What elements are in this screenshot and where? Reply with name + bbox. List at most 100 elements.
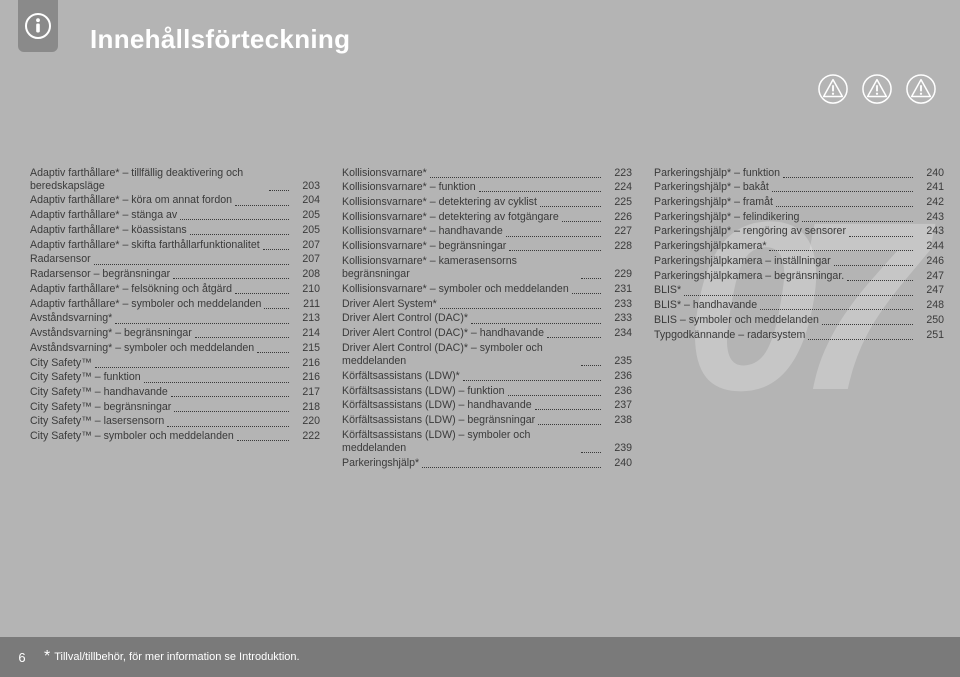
toc-entry: Adaptiv farthållare* – stänga av 205 [30, 209, 320, 222]
toc-entry-label: Kollisionsvarnare* – begränsningar [342, 240, 506, 253]
page-title: Innehållsförteckning [90, 24, 946, 55]
toc-entry-leader [547, 337, 601, 338]
toc-entry-label: Körfältsassistans (LDW) – begränsningar [342, 414, 535, 427]
toc-entry-page: 240 [604, 457, 632, 470]
toc-entry-leader [171, 396, 289, 397]
toc-entry-label: BLIS* – handhavande [654, 299, 757, 312]
toc-entry: Adaptiv farthållare* – köassistans205 [30, 224, 320, 237]
toc-entry: Avståndsvarning* 213 [30, 312, 320, 325]
toc-entry-leader [834, 265, 913, 266]
toc-entry-leader [195, 337, 289, 338]
toc-entry-leader [471, 323, 601, 324]
toc-entry-label: BLIS* [654, 284, 681, 297]
toc-entry-label: Driver Alert System* [342, 298, 437, 311]
toc-entry-label: Kollisionsvarnare* – symboler och meddel… [342, 283, 569, 296]
toc-entry-leader [508, 395, 602, 396]
toc-entry-label: Kollisionsvarnare* [342, 167, 427, 180]
toc-entry: Kollisionsvarnare* – kamerasensorns begr… [342, 255, 632, 281]
toc-entry-label: Körfältsassistans (LDW)* [342, 370, 460, 383]
toc-entry-page: 237 [604, 399, 632, 412]
toc-entry-page: 215 [292, 342, 320, 355]
toc-entry-leader [572, 293, 601, 294]
toc-entry-label: City Safety™ – lasersensorn [30, 415, 164, 428]
toc-entry-page: 222 [292, 430, 320, 443]
toc-entry-leader [173, 278, 289, 279]
toc-entry-page: 244 [916, 240, 944, 253]
toc-entry-page: 234 [604, 327, 632, 340]
toc-entry-label: Adaptiv farthållare* – skifta farthållar… [30, 239, 260, 252]
toc-entry: Parkeringshjälp* – felindikering243 [654, 211, 944, 224]
toc-entry-page: 211 [292, 298, 320, 311]
toc-entry-label: Driver Alert Control (DAC)* [342, 312, 468, 325]
toc-entry: Kollisionsvarnare* – begränsningar 228 [342, 240, 632, 253]
toc-entry-leader [190, 234, 289, 235]
toc-entry-page: 250 [916, 314, 944, 327]
toc-entry-page: 205 [292, 209, 320, 222]
toc-entry-page: 247 [916, 284, 944, 297]
toc-entry-label: Parkeringshjälp* [342, 457, 419, 470]
toc-entry: Adaptiv farthållare* – symboler och medd… [30, 298, 320, 311]
toc-entry: Driver Alert System* 233 [342, 298, 632, 311]
toc-entry-label: Adaptiv farthållare* – köassistans [30, 224, 187, 237]
toc-column-1: Adaptiv farthållare* – tillfällig deakti… [30, 165, 320, 471]
toc-entry-leader [538, 424, 601, 425]
toc-entry-leader [581, 452, 601, 453]
toc-columns: Adaptiv farthållare* – tillfällig deakti… [30, 165, 946, 471]
toc-entry-leader [94, 264, 289, 265]
toc-entry: Parkeringshjälp* – bakåt241 [654, 181, 944, 194]
toc-entry-leader [430, 177, 601, 178]
toc-entry: City Safety™ – funktion216 [30, 371, 320, 384]
footnote-asterisk: * [44, 648, 50, 666]
toc-entry-page: 247 [916, 270, 944, 283]
toc-entry-label: Radarsensor [30, 253, 91, 266]
toc-entry: Avståndsvarning* – symboler och meddelan… [30, 342, 320, 355]
toc-entry: City Safety™ – begränsningar218 [30, 401, 320, 414]
page-content: Innehållsförteckning Adaptiv farthållare… [30, 24, 946, 471]
toc-entry-label: City Safety™ [30, 357, 92, 370]
toc-entry-label: Körfältsassistans (LDW) – symboler och m… [342, 429, 578, 455]
toc-entry: Parkeringshjälp* – framåt242 [654, 196, 944, 209]
toc-entry-page: 241 [916, 181, 944, 194]
toc-entry-page: 229 [604, 268, 632, 281]
toc-entry-leader [263, 249, 289, 250]
toc-column-2: Kollisionsvarnare*223Kollisionsvarnare* … [342, 165, 632, 471]
toc-entry-label: Parkeringshjälpkamera* [654, 240, 766, 253]
toc-entry-page: 242 [916, 196, 944, 209]
toc-entry-leader [783, 177, 913, 178]
toc-entry-label: Avståndsvarning* [30, 312, 112, 325]
toc-entry-label: Kollisionsvarnare* – detektering av cykl… [342, 196, 537, 209]
toc-entry-leader [506, 236, 601, 237]
toc-entry-page: 225 [604, 196, 632, 209]
toc-entry-leader [115, 323, 289, 324]
toc-entry: Driver Alert Control (DAC)* – symboler o… [342, 342, 632, 368]
toc-entry-label: Adaptiv farthållare* – symboler och medd… [30, 298, 261, 311]
toc-entry-page: 231 [604, 283, 632, 296]
toc-entry-label: City Safety™ – begränsningar [30, 401, 171, 414]
toc-entry-page: 224 [604, 181, 632, 194]
toc-entry-label: Parkeringshjälp* – funktion [654, 167, 780, 180]
toc-entry: Körfältsassistans (LDW) – symboler och m… [342, 429, 632, 455]
toc-entry-page: 233 [604, 298, 632, 311]
toc-entry-page: 203 [292, 180, 320, 193]
toc-entry-page: 236 [604, 370, 632, 383]
toc-entry: Adaptiv farthållare* – felsökning och åt… [30, 283, 320, 296]
toc-entry-page: 227 [604, 225, 632, 238]
toc-entry-label: Typgodkännande – radarsystem [654, 329, 805, 342]
toc-entry-leader [463, 380, 601, 381]
toc-entry-page: 210 [292, 283, 320, 296]
toc-entry-leader [540, 206, 601, 207]
toc-entry-leader [264, 308, 289, 309]
toc-entry-leader [772, 191, 913, 192]
toc-entry: Kollisionsvarnare* – detektering av fotg… [342, 211, 632, 224]
toc-entry-label: Avståndsvarning* – begränsningar [30, 327, 192, 340]
toc-entry-page: 208 [292, 268, 320, 281]
toc-entry-page: 213 [292, 312, 320, 325]
toc-entry-page: 228 [604, 240, 632, 253]
toc-entry-page: 240 [916, 167, 944, 180]
toc-entry-label: Adaptiv farthållare* – stänga av [30, 209, 177, 222]
toc-entry-label: BLIS – symboler och meddelanden [654, 314, 819, 327]
toc-entry: Parkeringshjälp* 240 [342, 457, 632, 470]
toc-entry: Radarsensor – begränsningar208 [30, 268, 320, 281]
toc-entry: City Safety™ – handhavande217 [30, 386, 320, 399]
toc-entry-label: Adaptiv farthållare* – köra om annat for… [30, 194, 232, 207]
